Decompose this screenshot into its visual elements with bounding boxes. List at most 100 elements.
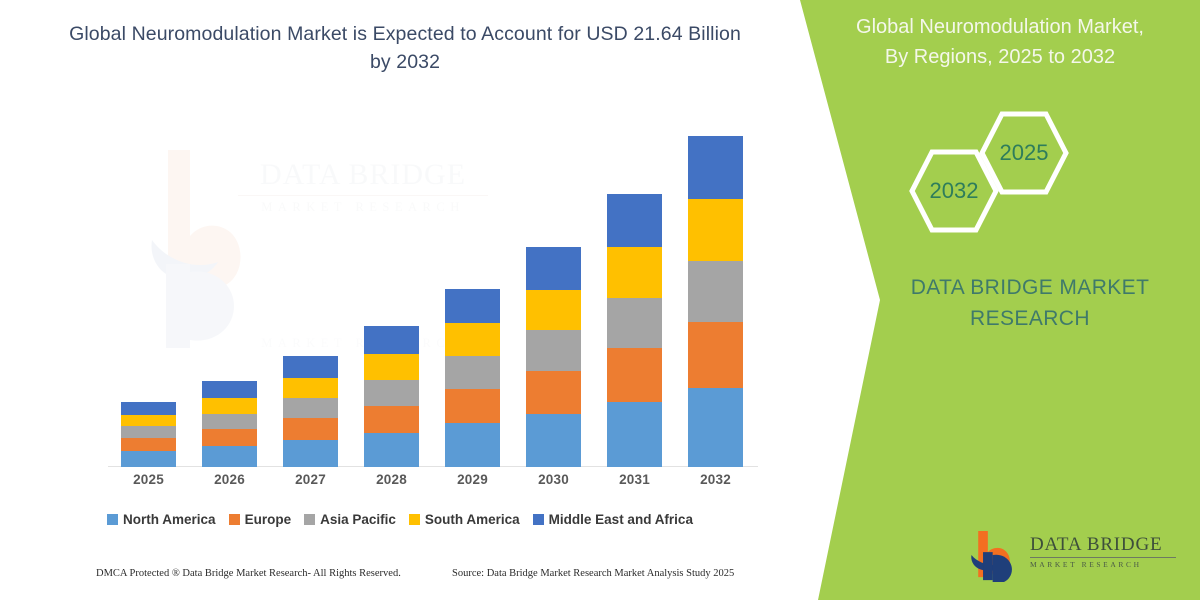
bar-segment — [202, 446, 257, 467]
bar-segment — [121, 401, 176, 415]
bar-segment — [688, 387, 743, 467]
bar-segment — [202, 429, 257, 447]
bar-column — [121, 401, 176, 467]
x-axis-tick-label: 2030 — [538, 472, 569, 487]
hexagon-badge-start-year: 2032 — [908, 148, 1000, 234]
legend-item-label: Europe — [244, 512, 292, 527]
brand-name-text: DATA BRIDGE MARKET RESEARCH — [870, 272, 1190, 334]
bar-segment — [445, 388, 500, 424]
x-axis-tick-label: 2032 — [700, 472, 731, 487]
bar-segment — [526, 370, 581, 415]
legend-swatch-icon — [408, 514, 420, 525]
legend-swatch-icon — [228, 514, 240, 525]
legend-item[interactable]: Europe — [228, 512, 292, 527]
chart-panel: Global Neuromodulation Market is Expecte… — [0, 23, 800, 588]
x-axis-tick-label: 2031 — [619, 472, 650, 487]
bar-segment — [202, 380, 257, 398]
bar-segment — [607, 246, 662, 298]
legend-item[interactable]: North America — [107, 512, 216, 527]
legend-item-label: Asia Pacific — [320, 512, 396, 527]
bar-segment — [364, 379, 419, 406]
bar-column — [283, 356, 338, 467]
bar-segment — [202, 413, 257, 430]
green-side-panel: Global Neuromodulation Market, By Region… — [800, 0, 1200, 600]
green-panel-title-line-2: By Regions, 2025 to 2032 — [884, 46, 1116, 68]
bar-segment — [607, 194, 662, 247]
green-panel-title: Global Neuromodulation Market, By Region… — [810, 12, 1190, 72]
x-axis-tick-label: 2028 — [376, 472, 407, 487]
bar-segment — [364, 326, 419, 355]
x-axis: 2025 2026 2027 2028 2029 2030 2031 2032 — [108, 472, 756, 496]
legend-item[interactable]: Middle East and Africa — [532, 512, 693, 527]
bar-segment — [445, 356, 500, 389]
data-bridge-b-logo-icon — [971, 530, 1012, 582]
bar-segment — [688, 322, 743, 388]
bar-segment — [364, 354, 419, 380]
company-logo-subtitle: MARKET RESEARCH — [1030, 560, 1142, 569]
bar-segment — [688, 136, 743, 200]
bar-segment — [283, 377, 338, 398]
hexagon-badge-end-year: 2025 — [978, 110, 1070, 196]
bar-segment — [283, 397, 338, 419]
bar-segment — [364, 405, 419, 434]
bar-segment — [526, 289, 581, 331]
bar-segment — [283, 418, 338, 441]
brand-name-line-1: DATA BRIDGE MARKET — [910, 276, 1150, 299]
bar-column — [364, 326, 419, 467]
bar-segment — [526, 414, 581, 467]
bar-column — [526, 247, 581, 467]
bar-segment — [121, 414, 176, 427]
plot-area — [108, 130, 756, 467]
bar-column — [202, 380, 257, 467]
bar-segment — [688, 260, 743, 323]
bar-column — [607, 194, 662, 467]
legend-item[interactable]: Asia Pacific — [304, 512, 396, 527]
company-logo: DATA BRIDGE MARKET RESEARCH — [970, 528, 1185, 584]
bar-column — [445, 288, 500, 467]
bar-segment — [445, 323, 500, 356]
x-axis-tick-label: 2026 — [214, 472, 245, 487]
x-axis-tick-label: 2029 — [457, 472, 488, 487]
footer-copyright: DMCA Protected ® Data Bridge Market Rese… — [96, 568, 401, 579]
legend-item-label: North America — [123, 512, 216, 527]
legend-item[interactable]: South America — [408, 512, 520, 527]
legend-item-label: South America — [424, 512, 520, 527]
chart-legend: North America Europe Asia Pacific South Ame… — [0, 512, 800, 527]
legend-swatch-icon — [532, 514, 544, 525]
bar-segment — [121, 451, 176, 467]
legend-swatch-icon — [107, 514, 119, 525]
footer-source: Source: Data Bridge Market Research Mark… — [452, 568, 735, 579]
bar-segment — [121, 426, 176, 439]
chart-title: Global Neuromodulation Market is Expecte… — [69, 23, 741, 73]
hexagon-badge-start-year-label: 2032 — [929, 178, 979, 203]
hexagon-icon — [909, 149, 999, 233]
bar-segment — [526, 247, 581, 290]
axis-baseline — [108, 466, 758, 467]
bar-segment — [688, 199, 743, 261]
bar-segment — [364, 433, 419, 467]
hexagon-icon — [979, 111, 1069, 195]
bar-segment — [121, 438, 176, 452]
bar-segment — [445, 288, 500, 324]
bar-column — [688, 136, 743, 467]
company-logo-rule — [1030, 557, 1176, 558]
green-panel-title-line-1: Global Neuromodulation Market, — [856, 16, 1144, 38]
x-axis-tick-label: 2027 — [295, 472, 326, 487]
x-axis-tick-label: 2025 — [133, 472, 164, 487]
footer: DMCA Protected ® Data Bridge Market Rese… — [0, 566, 800, 588]
bar-segment — [445, 423, 500, 467]
hexagon-badge-end-year-label: 2025 — [999, 140, 1049, 165]
bar-segment — [202, 397, 257, 414]
bar-segment — [607, 401, 662, 467]
bar-segment — [526, 330, 581, 371]
legend-item-label: Middle East and Africa — [548, 512, 693, 527]
company-logo-text: DATA BRIDGE MARKET RESEARCH — [1030, 534, 1180, 570]
bar-segment — [607, 348, 662, 402]
company-logo-name: DATA BRIDGE — [1030, 534, 1163, 555]
bar-segment — [283, 356, 338, 378]
bar-segment — [607, 297, 662, 349]
legend-swatch-icon — [304, 514, 316, 525]
brand-name-line-2: RESEARCH — [970, 307, 1090, 330]
bar-segment — [283, 440, 338, 467]
